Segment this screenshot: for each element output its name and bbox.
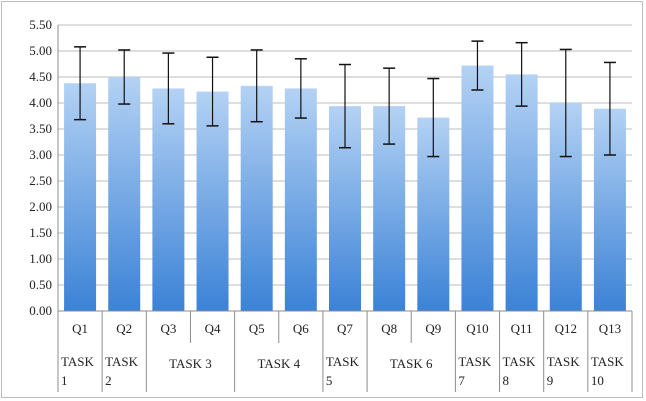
- question-label: Q6: [293, 321, 309, 336]
- task-label-number: 5: [326, 373, 333, 388]
- task-label: TASK 3: [169, 356, 212, 371]
- y-tick-label: 4.00: [29, 95, 52, 110]
- task-label: TASK: [591, 354, 625, 369]
- bar-q11: [505, 74, 538, 312]
- task-label-number: 10: [591, 373, 604, 388]
- task-label-number: 8: [503, 373, 510, 388]
- y-tick-label: 2.00: [29, 199, 52, 214]
- y-tick-label: 0.50: [29, 277, 52, 292]
- bar-q4: [196, 91, 229, 311]
- question-label: Q1: [72, 321, 88, 336]
- y-tick-label: 3.50: [29, 121, 52, 136]
- task-label: TASK: [458, 354, 492, 369]
- question-label: Q8: [381, 321, 397, 336]
- bar-q10: [461, 65, 494, 311]
- question-label: Q7: [337, 321, 353, 336]
- bar-q3: [152, 88, 185, 311]
- y-tick-label: 4.50: [29, 69, 52, 84]
- task-label: TASK: [105, 354, 139, 369]
- y-tick-label: 5.00: [29, 43, 52, 58]
- y-tick-label: 1.50: [29, 225, 52, 240]
- task-label-number: 2: [105, 373, 112, 388]
- question-label: Q4: [205, 321, 221, 336]
- task-label: TASK 6: [390, 356, 433, 371]
- y-axis-tick-labels: 0.00 0.50 1.00 1.50 2.00 2.50 3.00 3.50 4.00 4.50…: [29, 17, 52, 318]
- task-label-number: 1: [61, 373, 68, 388]
- axes: [57, 25, 633, 392]
- question-label: Q3: [160, 321, 176, 336]
- question-label: Q13: [599, 321, 621, 336]
- task-label: TASK: [503, 354, 537, 369]
- bar-q6: [284, 88, 317, 311]
- bar-q5: [240, 85, 273, 311]
- task-label: TASK: [547, 354, 581, 369]
- y-tick-label: 0.00: [29, 303, 52, 318]
- task-label: TASK 4: [257, 356, 300, 371]
- task-label: TASK: [326, 354, 360, 369]
- error-bars: [74, 40, 616, 158]
- bars: [64, 65, 626, 312]
- task-label-number: 9: [547, 373, 554, 388]
- y-tick-label: 2.50: [29, 173, 52, 188]
- task-label: TASK: [61, 354, 95, 369]
- y-tick-label: 3.00: [29, 147, 52, 162]
- y-tick-label: 5.50: [29, 17, 52, 32]
- x-axis-labels: Q1 Q2 Q3 Q4 Q5 Q6 Q7 Q8 Q9 Q10 Q11 Q12 Q13 TASK 1 TASK 2…: [61, 321, 624, 388]
- bar-q1: [64, 83, 97, 312]
- task-label-number: 7: [458, 373, 465, 388]
- y-tick-label: 1.00: [29, 251, 52, 266]
- question-label: Q5: [249, 321, 265, 336]
- question-label: Q12: [555, 321, 577, 336]
- question-label: Q10: [466, 321, 488, 336]
- bar-q2: [108, 77, 141, 311]
- question-label: Q11: [511, 321, 533, 336]
- question-label: Q2: [116, 321, 132, 336]
- question-label: Q9: [425, 321, 441, 336]
